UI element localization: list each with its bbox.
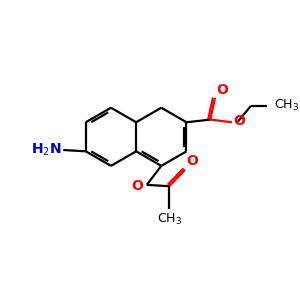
Text: O: O [216, 82, 228, 97]
Text: O: O [132, 179, 144, 193]
Text: O: O [186, 154, 198, 169]
Text: CH$_3$: CH$_3$ [274, 98, 299, 113]
Text: O: O [233, 114, 245, 128]
Text: CH$_3$: CH$_3$ [157, 212, 182, 227]
Text: H$_2$N: H$_2$N [31, 142, 61, 158]
